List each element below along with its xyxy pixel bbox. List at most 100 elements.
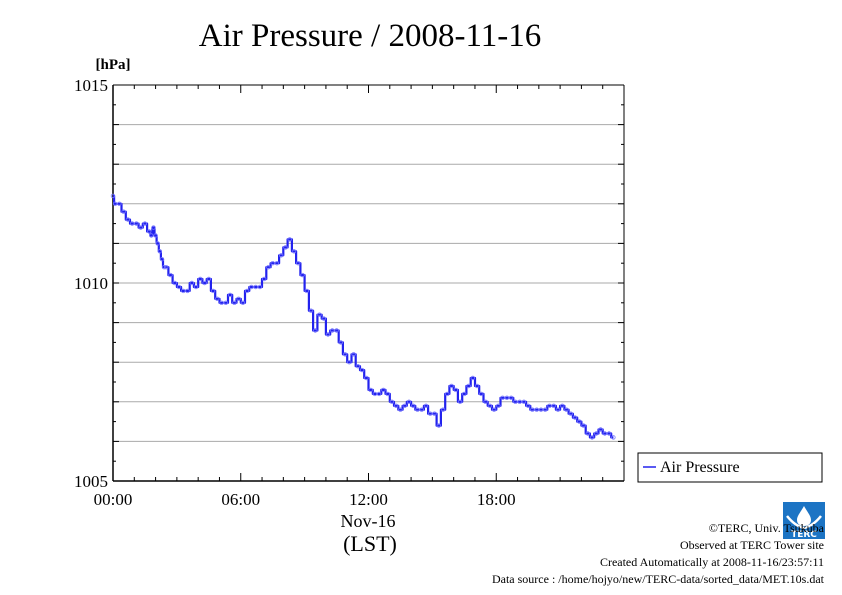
x-tick-label-0600: 06:00 <box>221 490 260 509</box>
data-point-7 <box>138 225 143 230</box>
data-point-74 <box>406 399 412 404</box>
data-point-12 <box>153 233 158 238</box>
data-point-101 <box>521 399 527 404</box>
data-point-47 <box>291 249 297 254</box>
data-point-107 <box>547 403 552 408</box>
data-point-122 <box>611 435 616 440</box>
legend-item-air-pressure: Air Pressure <box>660 459 740 476</box>
data-point-59 <box>342 352 348 357</box>
data-point-20 <box>176 284 182 290</box>
data-point-50 <box>304 288 309 294</box>
data-point-89 <box>470 375 475 381</box>
data-point-115 <box>581 423 586 428</box>
data-point-3 <box>121 209 126 214</box>
data-point-63 <box>359 367 365 373</box>
data-point-104 <box>534 407 539 412</box>
data-point-53 <box>317 312 322 317</box>
data-point-112 <box>568 411 573 416</box>
data-point-68 <box>381 387 386 393</box>
y-tick-label-1010: 1010 <box>74 274 108 293</box>
data-point-2 <box>117 201 122 206</box>
data-point-96 <box>500 395 505 400</box>
data-point-71 <box>394 403 399 408</box>
data-point-99 <box>513 399 518 404</box>
data-point-108 <box>551 403 556 408</box>
data-point-45 <box>283 245 288 250</box>
data-point-33 <box>232 300 237 305</box>
legend: Air Pressure <box>637 452 823 483</box>
data-point-5 <box>129 221 135 226</box>
data-point-114 <box>577 419 582 424</box>
data-point-92 <box>483 399 488 404</box>
data-point-31 <box>223 300 228 305</box>
data-point-113 <box>572 415 578 420</box>
x-tick-label-1800: 18:00 <box>477 490 516 509</box>
data-point-65 <box>368 387 373 393</box>
data-point-79 <box>428 411 433 416</box>
data-point-58 <box>338 340 343 345</box>
data-point-105 <box>538 407 544 412</box>
data-point-37 <box>249 284 254 290</box>
data-point-67 <box>376 391 382 397</box>
data-point-11 <box>151 225 156 230</box>
data-point-90 <box>474 383 480 389</box>
data-point-98 <box>509 395 514 400</box>
data-point-116 <box>585 431 590 436</box>
data-point-16 <box>161 265 167 270</box>
data-point-86 <box>457 399 463 404</box>
data-point-73 <box>402 403 407 408</box>
data-point-66 <box>372 391 378 397</box>
legend-box <box>637 452 823 483</box>
series-line-0 <box>113 194 614 439</box>
data-point-60 <box>347 360 352 365</box>
data-point-55 <box>325 332 331 337</box>
data-point-29 <box>215 296 220 301</box>
data-point-34 <box>236 296 241 301</box>
data-point-57 <box>334 328 339 333</box>
data-point-48 <box>296 261 301 266</box>
data-point-119 <box>598 427 603 432</box>
data-point-38 <box>253 284 258 290</box>
data-point-36 <box>244 288 250 294</box>
data-point-25 <box>198 276 203 282</box>
x-axis-label: (LST) <box>343 531 397 556</box>
data-point-85 <box>453 387 458 393</box>
data-point-106 <box>543 407 548 412</box>
data-point-111 <box>564 407 569 412</box>
data-point-42 <box>270 261 275 266</box>
data-point-72 <box>398 407 403 412</box>
data-point-14 <box>157 249 162 254</box>
data-point-30 <box>219 300 224 305</box>
data-point-24 <box>193 284 199 290</box>
data-point-61 <box>351 352 356 357</box>
data-point-77 <box>419 407 424 412</box>
data-point-39 <box>257 284 263 290</box>
data-point-69 <box>385 391 390 397</box>
x-axis-date-label: Nov-16 <box>341 511 396 531</box>
data-point-83 <box>445 391 450 397</box>
data-point-64 <box>364 375 369 381</box>
data-point-78 <box>423 403 429 408</box>
data-point-70 <box>389 399 395 404</box>
data-point-52 <box>313 328 318 333</box>
data-point-100 <box>517 399 522 404</box>
x-tick-label-1200: 12:00 <box>349 490 388 509</box>
chart-title: Air Pressure / 2008-11-16 <box>199 18 541 54</box>
credit-source: Data source : /home/hojyo/new/TERC-data/… <box>491 572 824 586</box>
data-point-87 <box>462 391 467 397</box>
data-point-109 <box>555 407 561 412</box>
data-point-41 <box>266 265 271 270</box>
data-point-40 <box>262 276 267 282</box>
y-axis-ticks: 1015 1010 1005 <box>74 76 624 491</box>
data-point-76 <box>415 407 420 412</box>
data-point-13 <box>155 241 160 246</box>
data-point-91 <box>479 391 484 397</box>
data-point-9 <box>146 229 152 234</box>
data-point-75 <box>411 403 416 408</box>
data-point-28 <box>210 288 216 294</box>
data-point-97 <box>504 395 510 400</box>
data-point-26 <box>202 280 207 286</box>
data-point-8 <box>142 221 148 226</box>
data-point-10 <box>149 233 154 238</box>
data-point-44 <box>279 253 284 258</box>
